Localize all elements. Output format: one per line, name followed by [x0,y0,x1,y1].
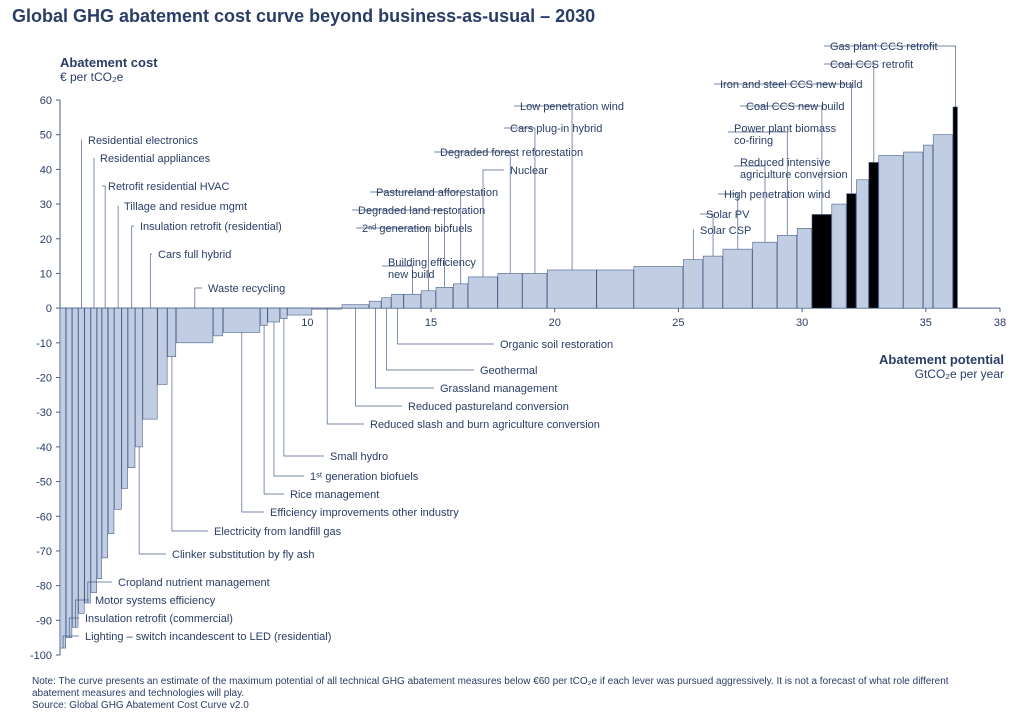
svg-text:10: 10 [40,268,52,280]
svg-text:Motor systems efficiency: Motor systems efficiency [95,595,216,607]
svg-text:Reduced pastureland conversion: Reduced pastureland conversion [408,401,569,413]
svg-text:Power plant biomassco-firing: Power plant biomassco-firing [734,123,837,147]
svg-text:1ˢᵗ generation biofuels: 1ˢᵗ generation biofuels [310,471,419,483]
svg-text:Reduced intensiveagriculture c: Reduced intensiveagriculture conversion [740,157,848,181]
svg-text:Residential electronics: Residential electronics [88,135,199,147]
svg-text:Rice management: Rice management [290,489,379,501]
svg-text:Coal CCS new build: Coal CCS new build [746,101,844,113]
svg-text:Grassland management: Grassland management [440,383,557,395]
svg-text:-90: -90 [36,615,52,627]
svg-text:-30: -30 [36,407,52,419]
svg-text:-80: -80 [36,581,52,593]
svg-text:-50: -50 [36,477,52,489]
svg-text:30: 30 [796,317,808,329]
svg-text:0: 0 [46,303,52,315]
svg-text:Insulation retrofit (commercia: Insulation retrofit (commercial) [85,613,233,625]
svg-text:-10: -10 [36,338,52,350]
svg-text:38: 38 [994,317,1006,329]
svg-text:Organic soil restoration: Organic soil restoration [500,339,613,351]
svg-text:35: 35 [920,317,932,329]
svg-text:Gas plant CCS retrofit: Gas plant CCS retrofit [830,41,938,53]
svg-text:Tillage and residue mgmt: Tillage and residue mgmt [124,201,247,213]
svg-text:Coal CCS retrofit: Coal CCS retrofit [830,59,913,71]
svg-text:Building efficiencynew build: Building efficiencynew build [388,257,476,281]
x-axis-title: Abatement potential [879,352,1004,367]
svg-text:Cropland nutrient management: Cropland nutrient management [118,577,270,589]
svg-text:Degraded land restoration: Degraded land restoration [358,205,485,217]
svg-text:40: 40 [40,164,52,176]
x-axis-unit: GtCO₂e per year [879,367,1004,381]
svg-text:Solar PV: Solar PV [706,209,750,221]
svg-text:Cars full hybrid: Cars full hybrid [158,249,231,261]
svg-text:High penetration wind: High penetration wind [724,189,830,201]
svg-text:-70: -70 [36,546,52,558]
svg-text:30: 30 [40,199,52,211]
svg-text:25: 25 [672,317,684,329]
svg-text:Pastureland afforestation: Pastureland afforestation [376,187,498,199]
svg-text:15: 15 [425,317,437,329]
svg-text:60: 60 [40,95,52,107]
svg-text:Waste recycling: Waste recycling [208,283,285,295]
svg-text:-60: -60 [36,511,52,523]
svg-text:2ⁿᵈ generation biofuels: 2ⁿᵈ generation biofuels [362,223,473,235]
ghg-abatement-cost-curve: { "title": "Global GHG abatement cost cu… [0,0,1024,718]
x-axis-block: Abatement potential GtCO₂e per year [879,352,1004,381]
svg-text:Insulation retrofit (residenti: Insulation retrofit (residential) [140,221,282,233]
footnotes: Note: The curve presents an estimate of … [32,676,992,712]
svg-text:Nuclear: Nuclear [510,165,548,177]
svg-text:Degraded forest reforestation: Degraded forest reforestation [440,147,583,159]
svg-text:Iron and steel CCS new build: Iron and steel CCS new build [720,79,862,91]
svg-text:Solar CSP: Solar CSP [700,225,751,237]
source-text: Global GHG Abatement Cost Curve v2.0 [69,700,249,711]
svg-text:50: 50 [40,130,52,142]
note-text: The curve presents an estimate of the ma… [32,676,949,699]
svg-text:Cars plug-in hybrid: Cars plug-in hybrid [510,123,602,135]
source-label: Source: [32,700,66,711]
svg-text:Retrofit residential HVAC: Retrofit residential HVAC [108,181,230,193]
svg-text:20: 20 [40,234,52,246]
svg-text:Reduced slash and burn agricul: Reduced slash and burn agriculture conve… [370,419,600,431]
note-label: Note: [32,676,56,687]
svg-text:Residential appliances: Residential appliances [100,153,211,165]
svg-text:Small hydro: Small hydro [330,451,388,463]
svg-text:Low penetration wind: Low penetration wind [520,101,624,113]
svg-text:Electricity from landfill gas: Electricity from landfill gas [214,526,342,538]
cost-curve-plot: -100-90-80-70-60-50-40-30-20-10010203040… [0,0,1024,718]
svg-text:-100: -100 [30,650,52,662]
svg-text:10: 10 [301,317,313,329]
svg-text:Geothermal: Geothermal [480,365,537,377]
svg-text:Clinker substitution by fly as: Clinker substitution by fly ash [172,549,314,561]
svg-text:20: 20 [549,317,561,329]
svg-text:-20: -20 [36,373,52,385]
svg-text:-40: -40 [36,442,52,454]
svg-text:Efficiency improvements other: Efficiency improvements other industry [270,507,459,519]
svg-text:Lighting – switch incandescent: Lighting – switch incandescent to LED (r… [85,631,331,643]
